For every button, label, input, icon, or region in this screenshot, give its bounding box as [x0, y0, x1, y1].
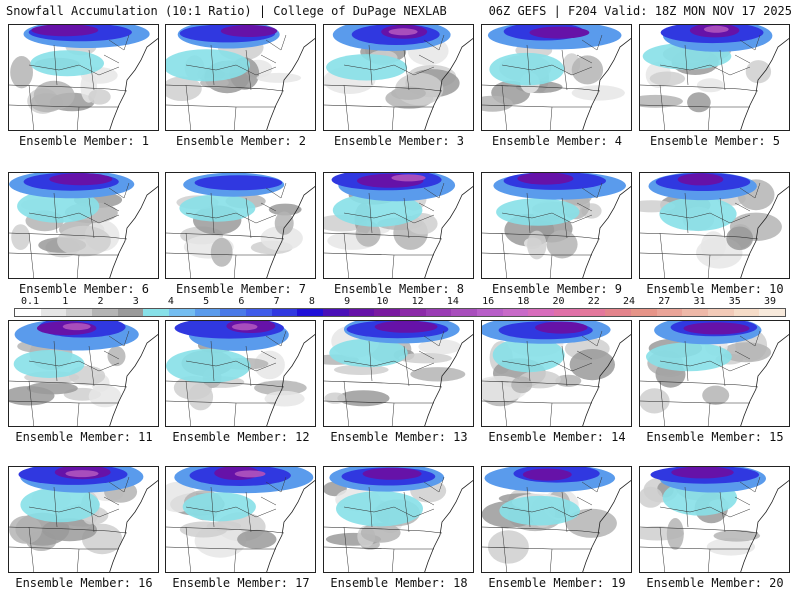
ensemble-map-panel [481, 24, 632, 131]
legend-swatch [554, 309, 580, 316]
ensemble-member-label: Ensemble Member: 10 [646, 282, 784, 296]
legend-swatch [425, 309, 452, 316]
legend-labels: 0.1 1 2 3 4 5 6 7 8 9 10 12 14 16 18 20 22 24 27 31 35 39 [0, 296, 800, 308]
legend-swatch [271, 309, 298, 316]
ensemble-map-panel [8, 466, 159, 573]
legend-swatch [194, 309, 221, 316]
legend-tick-label: 18 [517, 296, 530, 307]
legend-tick-label: 12 [411, 296, 424, 307]
legend-swatch [528, 309, 555, 316]
legend-tick-label: 9 [344, 296, 351, 307]
legend-swatch [656, 309, 683, 316]
legend-tick-label: 24 [623, 296, 636, 307]
ensemble-map-panel [323, 172, 474, 279]
ensemble-map-panel [8, 172, 159, 279]
legend-tick-label: 22 [587, 296, 600, 307]
run-valid-time: 06Z GEFS | F204 Valid: 18Z MON NOV 17 20… [488, 4, 792, 18]
legend-tick-label: 20 [552, 296, 565, 307]
legend-swatch [143, 309, 170, 316]
ensemble-member-label: Ensemble Member: 6 [18, 282, 150, 296]
legend-swatch [733, 309, 760, 316]
ensemble-member-label: Ensemble Member: 19 [488, 576, 626, 590]
legend-tick-label: 35 [728, 296, 741, 307]
map-title: Snowfall Accumulation (10:1 Ratio) | Col… [6, 4, 447, 18]
ensemble-member-label: Ensemble Member: 4 [491, 134, 623, 148]
legend-swatch [682, 309, 709, 316]
ensemble-member-label: Ensemble Member: 11 [15, 430, 153, 444]
ensemble-member-label: Ensemble Member: 16 [15, 576, 153, 590]
ensemble-member-label: Ensemble Member: 17 [172, 576, 310, 590]
ensemble-map-panel [323, 24, 474, 131]
ensemble-map-panel [481, 466, 632, 573]
ensemble-map-panel [481, 172, 632, 279]
ensemble-map-panel [8, 320, 159, 427]
legend-tick-label: 0.1 [20, 296, 40, 307]
legend-swatch [220, 309, 247, 316]
legend-swatch [708, 309, 734, 316]
legend-swatch [169, 309, 195, 316]
ensemble-member-label: Ensemble Member: 12 [172, 430, 310, 444]
ensemble-member-label: Ensemble Member: 14 [488, 430, 626, 444]
ensemble-member-label: Ensemble Member: 13 [330, 430, 468, 444]
legend-swatch [15, 309, 41, 316]
ensemble-member-label: Ensemble Member: 20 [646, 576, 784, 590]
legend-swatch [92, 309, 118, 316]
legend-swatch [502, 309, 529, 316]
legend-tick-label: 6 [238, 296, 245, 307]
ensemble-map-panel [323, 320, 474, 427]
legend-tick-label: 4 [167, 296, 174, 307]
legend-swatch [297, 309, 324, 316]
legend-swatch [117, 309, 144, 316]
ensemble-member-label: Ensemble Member: 5 [649, 134, 781, 148]
ensemble-map-panel [639, 24, 790, 131]
ensemble-map-panel [165, 320, 316, 427]
ensemble-map-panel [165, 24, 316, 131]
legend-tick-label: 39 [763, 296, 777, 307]
ensemble-member-label: Ensemble Member: 1 [18, 134, 150, 148]
header: Snowfall Accumulation (10:1 Ratio) | Col… [0, 0, 800, 24]
legend-swatch [374, 309, 401, 316]
legend-tick-label: 10 [376, 296, 389, 307]
ensemble-member-label: Ensemble Member: 18 [330, 576, 468, 590]
legend-swatch [477, 309, 503, 316]
ensemble-member-label: Ensemble Member: 8 [333, 282, 465, 296]
legend-swatch [631, 309, 657, 316]
legend-tick-label: 14 [446, 296, 459, 307]
ensemble-map-panel [639, 320, 790, 427]
ensemble-map-panel [165, 172, 316, 279]
legend-tick-label: 27 [658, 296, 671, 307]
legend-swatch [400, 309, 426, 316]
legend-swatch [579, 309, 606, 316]
legend-swatch [451, 309, 478, 316]
legend-swatch [66, 309, 93, 316]
legend-tick-label: 7 [273, 296, 280, 307]
legend-swatch [40, 309, 67, 316]
ensemble-member-label: Ensemble Member: 15 [646, 430, 784, 444]
ensemble-member-label: Ensemble Member: 7 [175, 282, 307, 296]
ensemble-member-label: Ensemble Member: 3 [333, 134, 465, 148]
legend-tick-label: 5 [203, 296, 210, 307]
ensemble-map-panel [481, 320, 632, 427]
legend-swatch [323, 309, 349, 316]
ensemble-map-panel [165, 466, 316, 573]
ensemble-map-panel [323, 466, 474, 573]
ensemble-map-panel [8, 24, 159, 131]
ensemble-member-label: Ensemble Member: 9 [491, 282, 623, 296]
legend-tick-label: 3 [132, 296, 139, 307]
legend-tick-label: 16 [482, 296, 495, 307]
legend-tick-label: 2 [97, 296, 104, 307]
color-legend [14, 308, 786, 317]
legend-swatch [605, 309, 632, 316]
ensemble-member-label: Ensemble Member: 2 [175, 134, 307, 148]
legend-tick-label: 8 [308, 296, 315, 307]
ensemble-map-panel [639, 172, 790, 279]
legend-swatch [759, 309, 786, 316]
legend-swatch [348, 309, 375, 316]
ensemble-map-panel [639, 466, 790, 573]
legend-tick-label: 1 [62, 296, 69, 307]
legend-swatch [246, 309, 272, 316]
legend-tick-label: 31 [693, 296, 706, 307]
